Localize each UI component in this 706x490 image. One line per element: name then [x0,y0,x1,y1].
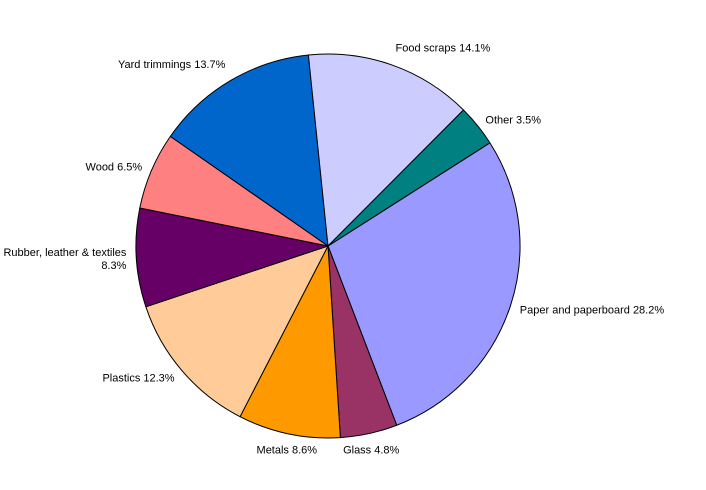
pie-slice-7 [307,53,465,247]
pie-slice-6 [169,54,329,247]
slice-label-6: Yard trimmings 13.7% [118,59,226,71]
slice-label-5: Wood 6.5% [86,162,143,174]
slice-label-7: Food scraps 14.1% [396,43,491,55]
slice-label-0: Paper and paperboard 28.2% [520,304,665,316]
pie-slice-0 [327,142,521,426]
pie-slice-2 [239,245,341,439]
slice-label-3: Plastics 12.3% [102,373,174,385]
pie-slice-4 [135,207,329,308]
pie-slices [135,53,521,439]
slice-label-8: Other 3.5% [485,114,541,126]
pie-slice-8 [327,109,491,247]
slice-label-4: Rubber, leather & textiles 8.3% [3,247,126,272]
pie-slice-3 [145,245,329,418]
slice-label-2: Metals 8.6% [257,445,318,457]
pie-labels: Paper and paperboard 28.2% Glass 4.8% Meta… [3,43,664,457]
slice-label-1: Glass 4.8% [343,444,399,456]
